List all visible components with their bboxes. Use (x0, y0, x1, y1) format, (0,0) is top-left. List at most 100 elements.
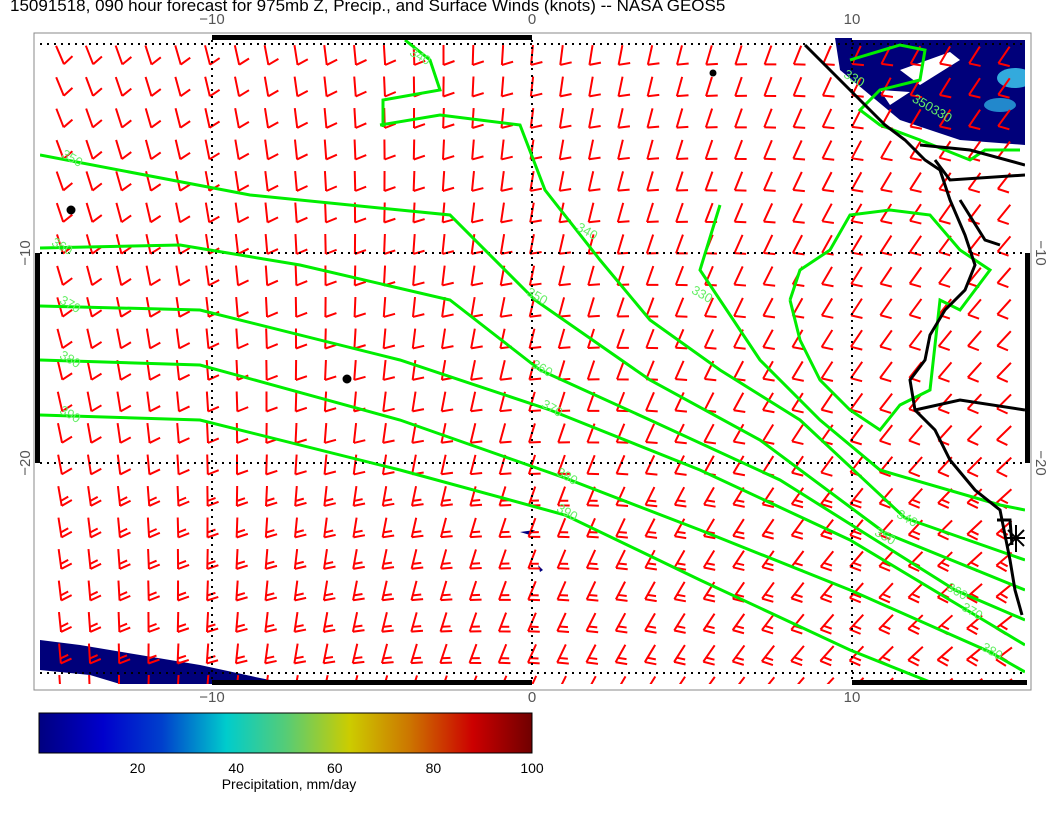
wind-barb-icon (792, 203, 805, 224)
wind-barb-icon (559, 44, 572, 66)
wind-barb-icon (147, 674, 160, 684)
wind-barb-icon (644, 612, 657, 634)
wind-barb-icon (439, 675, 452, 684)
wind-barb-icon (996, 204, 1012, 226)
wind-barb-icon (324, 202, 338, 224)
wind-barb-icon (674, 360, 688, 381)
border-bar-bottom-1 (212, 680, 532, 685)
wind-barb-icon (558, 107, 572, 129)
wind-barb-icon (114, 45, 133, 66)
wind-barb-icon (440, 486, 453, 507)
wind-barb-icon (821, 140, 835, 161)
wind-barb-icon (176, 454, 190, 476)
wind-barb-icon (263, 107, 279, 129)
wind-barb-icon (820, 297, 834, 319)
wind-barb-icon (469, 549, 482, 570)
wind-barb-icon (705, 76, 718, 98)
wind-barb-icon (792, 76, 806, 98)
wind-barb-icon (382, 359, 396, 381)
wind-barb-icon (56, 328, 73, 350)
wind-barb-icon (878, 582, 894, 604)
wind-barb-icon (616, 328, 629, 349)
wind-barb-icon (86, 297, 103, 318)
wind-barb-icon (644, 486, 658, 508)
wind-barb-icon (322, 675, 336, 684)
wind-barb-icon (850, 203, 864, 225)
wind-barb-icon (293, 44, 309, 66)
wind-barb-icon (762, 234, 776, 256)
wind-barb-icon (264, 580, 278, 602)
wind-barb-icon (703, 486, 716, 508)
wind-barb-icon (617, 139, 630, 161)
wind-barb-icon (235, 485, 249, 507)
wind-barb-icon (234, 265, 249, 287)
wind-barb-icon (206, 517, 219, 539)
wind-barb-icon (673, 518, 687, 540)
wind-barb-icon (264, 233, 279, 255)
wind-barb-icon (557, 328, 571, 350)
wind-barb-icon (235, 422, 249, 444)
wind-barb-icon (471, 76, 484, 98)
wind-barb-icon (324, 296, 337, 318)
wind-barb-icon (264, 139, 279, 161)
wind-barb-icon (500, 202, 513, 224)
wind-barb-icon (556, 517, 570, 539)
wind-barb-icon (264, 643, 277, 665)
wind-barb-icon (585, 675, 598, 684)
wind-barb-icon (264, 265, 279, 287)
wind-barb-icon (557, 391, 571, 413)
wind-barb-icon (674, 328, 688, 350)
wind-barb-icon (410, 612, 424, 633)
wind-barb-icon (704, 108, 718, 129)
wind-barb-icon (644, 455, 658, 476)
wind-barb-icon (675, 171, 689, 192)
wind-barb-icon (792, 139, 806, 161)
wind-barb-icon (204, 108, 221, 129)
wind-barb-icon (850, 266, 863, 288)
precip-area-north (835, 38, 1025, 145)
wind-barb-icon (586, 454, 600, 476)
wind-barb-icon (615, 581, 628, 602)
wind-barb-icon (264, 170, 279, 192)
wind-barb-icon (500, 107, 514, 129)
wind-barb-icon (116, 454, 132, 476)
wind-barb-icon (116, 328, 132, 350)
wind-barb-icon (204, 139, 220, 161)
wind-barb-icon (645, 265, 659, 286)
wind-barb-icon (908, 298, 923, 320)
border-bar-left (35, 253, 40, 463)
wind-barb-icon (997, 109, 1011, 131)
wind-barb-icon (235, 296, 249, 318)
wind-barb-icon (174, 76, 191, 97)
wind-barb-icon (643, 644, 657, 666)
wind-barb-icon (234, 107, 250, 129)
wind-barb-icon (115, 265, 132, 287)
wind-barb-icon (85, 265, 103, 286)
wind-barb-icon (734, 76, 747, 97)
wind-barb-icon (383, 139, 396, 161)
wind-barb-icon (56, 360, 73, 381)
wind-barb-icon (673, 676, 686, 684)
wind-barb-icon (264, 548, 278, 570)
border-bar-bottom-2 (852, 680, 1027, 685)
wind-barb-icon (878, 424, 894, 446)
wind-barb-icon (145, 171, 162, 192)
wind-barb-icon (878, 487, 894, 509)
wind-barb-icon (57, 485, 73, 507)
wind-barb-icon (264, 674, 277, 684)
wind-barb-icon (381, 580, 395, 602)
wind-barb-icon (763, 139, 776, 161)
wind-barb-icon (116, 485, 132, 507)
wind-barb-icon (442, 45, 455, 66)
wind-barb-icon (235, 611, 248, 633)
wind-barb-icon (819, 676, 835, 684)
wind-barb-icon (761, 550, 775, 572)
wind-barb-icon (235, 328, 249, 350)
precip-max-1 (997, 68, 1025, 88)
wind-barb-icon (646, 171, 659, 192)
wind-barb-icon (469, 454, 483, 476)
wind-barb-icon (114, 76, 132, 97)
wind-barb-icon (440, 423, 454, 444)
colorbar-tick: 40 (228, 760, 244, 776)
